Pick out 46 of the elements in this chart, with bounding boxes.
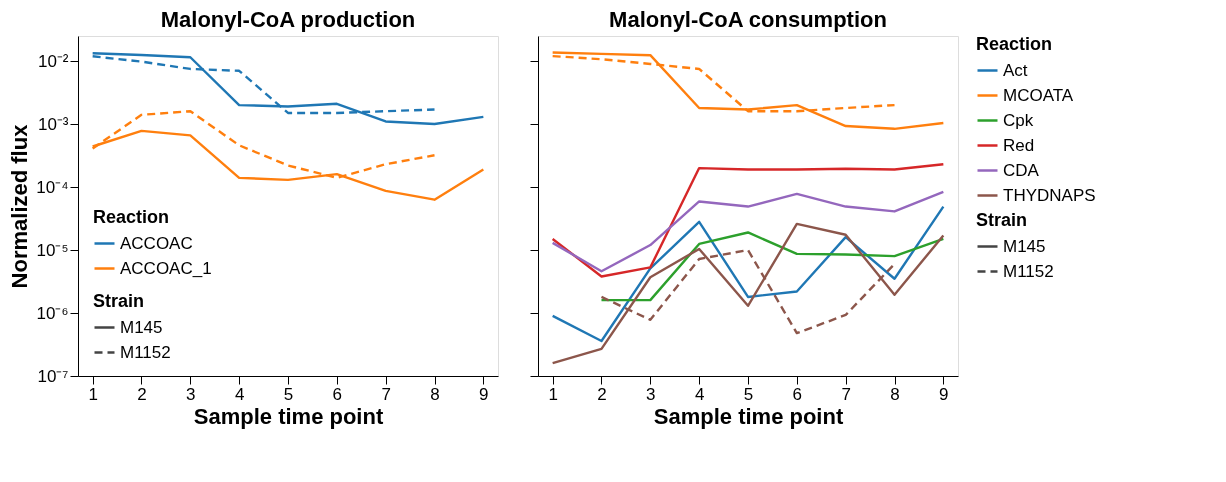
- y-axis-title: Normalized flux: [7, 123, 33, 289]
- x-tick-label: 9: [939, 384, 949, 404]
- x-tick-label: 9: [479, 384, 489, 404]
- chart-title: Malonyl-CoA production: [160, 7, 416, 32]
- legend-label: ACCOAC_1: [120, 258, 212, 278]
- annotation: M145: [120, 317, 163, 337]
- x-tick-label: 2: [137, 384, 147, 404]
- x-axis-title: Sample time point: [653, 403, 844, 429]
- x-tick-label: 6: [332, 384, 343, 404]
- x-tick-label: 3: [186, 384, 196, 404]
- x-tick-label: 4: [234, 384, 245, 404]
- legend-label: MCOATA: [1003, 85, 1074, 105]
- y-tick-label: 10⁻⁶: [36, 303, 69, 323]
- text: Strain: [976, 210, 1028, 230]
- x-tick-label: 2: [597, 384, 607, 404]
- x-tick-label: 5: [743, 384, 754, 404]
- y-tick-label: 10⁻²: [37, 51, 69, 71]
- legend-label: ACCOAC: [120, 233, 193, 253]
- text: Strain: [93, 291, 145, 311]
- text: Reaction: [976, 34, 1053, 54]
- y-tick-label: 10⁻⁷: [37, 366, 69, 386]
- legend-label: CDA: [1003, 160, 1040, 180]
- x-tick-label: 8: [890, 384, 900, 404]
- x-tick-label: 7: [841, 384, 851, 404]
- legend-label: Act: [1003, 60, 1028, 80]
- annotation: M1152: [120, 342, 171, 362]
- x-tick-label: 8: [430, 384, 440, 404]
- legend-label: Red: [1003, 135, 1035, 155]
- x-tick-label: 3: [646, 384, 656, 404]
- y-tick-label: 10⁻⁵: [36, 240, 69, 260]
- text: Reaction: [93, 207, 170, 227]
- x-tick-label: 1: [548, 384, 558, 404]
- x-tick-label: 7: [381, 384, 391, 404]
- text: M145: [1003, 236, 1046, 256]
- x-axis-title: Sample time point: [193, 403, 384, 429]
- y-tick-label: 10⁻³: [37, 114, 69, 134]
- x-tick-label: 1: [88, 384, 98, 404]
- text: M1152: [1003, 261, 1054, 281]
- legend-label: Cpk: [1003, 110, 1034, 130]
- x-tick-label: 4: [694, 384, 705, 404]
- line-series: [91, 52, 485, 126]
- x-tick-label: 5: [283, 384, 294, 404]
- y-tick-label: 10⁻⁴: [36, 177, 69, 197]
- legend-label: THYDNAPS: [1003, 185, 1096, 205]
- x-tick-label: 6: [792, 384, 803, 404]
- chart-title: Malonyl-CoA consumption: [609, 7, 887, 32]
